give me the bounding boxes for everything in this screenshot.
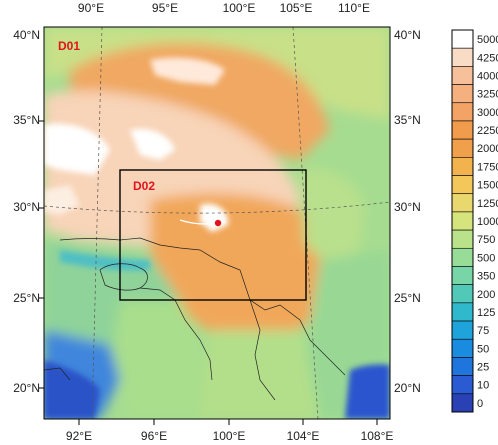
- lat-left-tick: 40°N: [13, 28, 40, 42]
- colorbar-level-label: 2000: [477, 143, 498, 155]
- colorbar-swatch: [451, 84, 474, 104]
- colorbar-swatch: [451, 320, 474, 340]
- colorbar-swatch: [451, 47, 474, 67]
- lon-top-tick: 100°E: [223, 1, 256, 15]
- lon-top-tick: 110°E: [338, 1, 370, 15]
- colorbar-swatch: [451, 138, 474, 158]
- colorbar-level-label: 3250: [477, 89, 498, 101]
- colorbar-level-label: 0: [477, 398, 483, 410]
- colorbar-level-label: 3000: [477, 107, 498, 119]
- colorbar-level-label: 4000: [477, 70, 498, 82]
- bottom-tick-marks: [78, 419, 378, 425]
- lat-right-tick: 30°N: [394, 200, 421, 214]
- lon-bottom-tick: 108°E: [361, 429, 394, 443]
- country-borders: [44, 237, 346, 401]
- outer-domain-label: D01: [58, 39, 80, 53]
- colorbar-swatch: [451, 247, 474, 267]
- colorbar-level-label: 1500: [477, 180, 498, 192]
- colorbar-swatch: [451, 266, 474, 285]
- lat-right-tick: 20°N: [394, 381, 421, 395]
- colorbar-swatch: [451, 357, 474, 376]
- lat-left-tick: 25°N: [13, 291, 40, 305]
- lat-left-tick: 20°N: [13, 381, 40, 395]
- colorbar-swatch: [451, 338, 474, 358]
- lon-top-tick: 90°E: [78, 1, 104, 15]
- station-marker: [214, 219, 222, 227]
- colorbar-level-label: 10: [477, 380, 489, 392]
- lon-top-tick: 105°E: [280, 1, 313, 15]
- colorbar-swatch: [451, 102, 474, 122]
- colorbar-level-label: 2250: [477, 125, 498, 137]
- colorbar-swatch: [451, 211, 474, 231]
- colorbar-swatch: [451, 284, 474, 304]
- lon-top-tick: 95°E: [152, 1, 178, 15]
- lat-right-tick: 35°N: [394, 113, 421, 127]
- inner-domain-box: [119, 169, 307, 301]
- lat-right-tick: 40°N: [394, 28, 421, 42]
- right-latitude-ticks: 40°N 35°N 30°N 25°N 20°N: [394, 28, 421, 395]
- colorbar-level-label: 1000: [477, 216, 498, 228]
- colorbar-swatch: [451, 229, 474, 249]
- colorbar-level-label: 350: [477, 271, 495, 283]
- top-longitude-ticks: 90°E 95°E 100°E 105°E 110°E: [78, 1, 370, 15]
- colorbar-level-label: 25: [477, 362, 489, 374]
- colorbar-level-label: 50: [477, 343, 489, 355]
- colorbar-swatch: [451, 66, 474, 85]
- colorbar-level-label: 4250: [477, 52, 498, 64]
- bottom-longitude-ticks: 92°E 96°E 100°E 104°E 108°E: [66, 429, 393, 443]
- graticule: [44, 27, 390, 419]
- colorbar-swatch: [451, 175, 474, 195]
- colorbar-swatch: [451, 120, 474, 140]
- colorbar-swatch: [451, 29, 474, 49]
- left-tick-marks: [39, 120, 44, 389]
- colorbar-level-label: 5000: [477, 34, 498, 46]
- colorbar-swatch: [451, 157, 474, 176]
- lon-bottom-tick: 96°E: [141, 429, 167, 443]
- colorbar-level-label: 1250: [477, 198, 498, 210]
- left-latitude-ticks: 40°N 35°N 30°N 25°N 20°N: [13, 28, 40, 395]
- map-frame: [43, 26, 391, 420]
- colorbar-swatch: [451, 302, 474, 322]
- lon-bottom-tick: 92°E: [66, 429, 92, 443]
- colorbar-level-label: 75: [477, 325, 489, 337]
- river-segment: [179, 219, 226, 225]
- colorbar-level-label: 200: [477, 289, 495, 301]
- colorbar-level-label: 1750: [477, 161, 498, 173]
- lat-right-tick: 25°N: [394, 291, 421, 305]
- colorbar-level-label: 125: [477, 307, 495, 319]
- elevation-colorbar: 5000425040003250300022502000175015001250…: [451, 29, 498, 413]
- inner-domain-label: D02: [133, 179, 155, 193]
- colorbar-frame: [451, 29, 474, 413]
- colorbar-swatch: [451, 193, 474, 213]
- lat-left-tick: 30°N: [13, 200, 40, 214]
- colorbar-swatch: [451, 393, 474, 413]
- lon-bottom-tick: 104°E: [287, 429, 320, 443]
- lat-left-tick: 35°N: [13, 113, 40, 127]
- colorbar-swatch: [451, 375, 474, 395]
- colorbar-level-label: 500: [477, 252, 495, 264]
- lon-bottom-tick: 100°E: [213, 429, 246, 443]
- colorbar-level-label: 750: [477, 234, 495, 246]
